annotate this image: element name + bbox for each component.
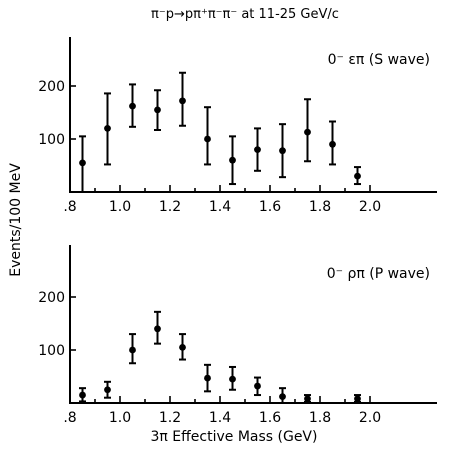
top-data-point <box>354 172 361 180</box>
top-data-point <box>204 135 211 143</box>
bottom-data-point <box>354 395 361 403</box>
top-x-tick-label: 1.2 <box>159 199 181 215</box>
bottom-x-tick-label: 1.0 <box>109 410 131 426</box>
top-data-point <box>179 97 186 105</box>
y-axis-label: Events/100 MeV <box>8 163 24 277</box>
bottom-y-tick-label: 100 <box>38 343 65 359</box>
x-axis-label: 3π Effective Mass (GeV) <box>151 429 318 445</box>
top-data-point <box>79 159 86 167</box>
top-y-tick-label: 100 <box>38 132 65 148</box>
top-x-tick-label: 1.8 <box>309 199 331 215</box>
top-data-point <box>129 102 136 110</box>
top-x-tick-label: 1.0 <box>109 199 131 215</box>
top-data-point <box>254 146 261 154</box>
top-x-tick-label: .8 <box>63 199 76 215</box>
top-y-tick-label: 200 <box>38 79 65 95</box>
bottom-data-point <box>279 393 286 401</box>
top-data-point <box>304 128 311 136</box>
bottom-x-tick-label: 1.4 <box>209 410 231 426</box>
top-x-tick-label: 1.6 <box>259 199 281 215</box>
bottom-panel: .8 1.0 1.2 1.4 1.6 1.8 2.0 100 200 0⁻ ρπ (P wave) <box>38 245 437 426</box>
bottom-x-tick-label: 2.0 <box>359 410 381 426</box>
top-data-point <box>154 106 161 114</box>
top-x-tick-label: 2.0 <box>359 199 381 215</box>
bottom-y-tick-label: 200 <box>38 290 65 306</box>
bottom-data-point <box>79 391 86 399</box>
bottom-data-point <box>204 374 211 382</box>
bottom-x-tick-label: 1.2 <box>159 410 181 426</box>
bottom-data-point <box>304 395 311 403</box>
bottom-data-point <box>179 343 186 351</box>
bottom-data-point <box>229 375 236 383</box>
top-data-point <box>329 140 336 148</box>
bottom-x-tick-label: .8 <box>63 410 76 426</box>
top-panel-annotation: 0⁻ επ (S wave) <box>328 52 430 68</box>
bottom-panel-annotation: 0⁻ ρπ (P wave) <box>327 266 430 282</box>
top-data-point <box>279 147 286 155</box>
top-x-tick-label: 1.4 <box>209 199 231 215</box>
bottom-x-tick-label: 1.8 <box>309 410 331 426</box>
bottom-data-point <box>154 325 161 333</box>
top-data-point <box>229 156 236 164</box>
bottom-x-tick-label: 1.6 <box>259 410 281 426</box>
chart-title: π⁻p→pπ⁺π⁻π⁻ at 11-25 GeV/c <box>151 7 339 22</box>
bottom-data-point <box>104 386 111 394</box>
bottom-data-point <box>254 382 261 390</box>
top-data-point <box>104 124 111 132</box>
top-panel: .8 1.0 1.2 1.4 1.6 1.8 2.0 100 200 0⁻ επ (S wave) <box>38 37 437 215</box>
bottom-data-point <box>129 346 136 354</box>
